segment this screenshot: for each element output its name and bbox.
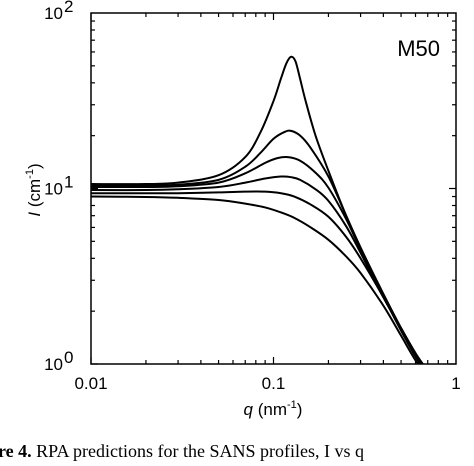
series-line-6 <box>91 195 420 364</box>
series-line-5 <box>91 190 422 364</box>
y-tick-label-exponent: 0 <box>64 348 73 367</box>
series-line-3 <box>91 155 424 364</box>
y-axis-title: I (cm-1) <box>24 163 44 216</box>
x-axis-title-symbol: q <box>244 400 254 419</box>
x-axis-title-unit: (nm <box>258 400 287 419</box>
x-tick-label: 0.01 <box>74 374 107 393</box>
y-tick-label-base: 10 <box>44 180 63 199</box>
figure-caption-label: re 4. <box>0 441 32 461</box>
x-axis-title-close: ) <box>297 400 303 419</box>
panel-label: M50 <box>397 36 440 61</box>
series-line-1 <box>91 55 424 364</box>
tick-layer <box>90 13 456 365</box>
y-axis-title-symbol: I <box>25 212 44 217</box>
y-axis-title-close: ) <box>25 163 44 169</box>
series-layer <box>91 55 424 364</box>
x-axis-title: q (nm-1) <box>244 399 303 419</box>
y-tick-label-base: 10 <box>44 4 63 23</box>
y-tick-label-exponent: 1 <box>64 173 73 192</box>
y-tick-label: 10 <box>44 4 63 23</box>
y-tick-label-base: 10 <box>44 355 63 374</box>
y-axis-title-unit: (cm <box>25 179 44 207</box>
y-tick-label-exponent: 2 <box>64 0 73 16</box>
y-axis-title-exp: -1 <box>24 169 36 179</box>
figure-caption: re 4. RPA predictions for the SANS profi… <box>0 441 474 462</box>
figure-caption-text: RPA predictions for the SANS profiles, I… <box>31 441 364 461</box>
x-tick-label: 1 <box>451 374 460 393</box>
x-tick-label: 0.1 <box>262 374 286 393</box>
y-tick-label: 10 <box>44 180 63 199</box>
svg-text:I (cm-1): I (cm-1) <box>24 163 44 216</box>
y-tick-label: 10 <box>44 355 63 374</box>
x-axis-title-exp: -1 <box>287 399 297 411</box>
plot-frame <box>90 12 457 365</box>
